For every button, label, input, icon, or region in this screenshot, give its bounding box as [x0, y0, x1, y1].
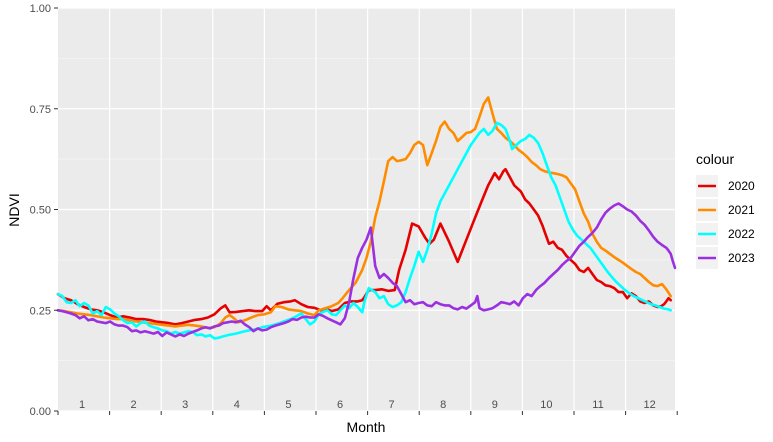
y-tick-label: 0.75: [30, 104, 51, 116]
month-label: 8: [440, 399, 446, 411]
legend-items: 2020 2021 2022 2023: [696, 175, 755, 269]
y-tick-label: 1.00: [30, 3, 51, 15]
y-axis: 0.00 0.25 0.50 0.75 1.00: [30, 3, 58, 418]
y-tick-label: 0.00: [30, 406, 51, 418]
legend-label-2022: 2022: [728, 227, 755, 241]
month-label: 11: [592, 399, 603, 411]
x-axis: [57, 411, 678, 415]
series-line-2023: [56, 202, 677, 338]
month-label: 2: [131, 399, 137, 411]
month-label: 6: [337, 399, 343, 411]
legend: colour 2020 2021 2022 2023: [696, 151, 755, 269]
month-label: 5: [285, 399, 291, 411]
month-label: 1: [79, 399, 85, 411]
month-label: 7: [389, 399, 395, 411]
series-lines: [56, 96, 677, 340]
legend-label-2023: 2023: [728, 251, 755, 265]
month-label: 3: [182, 399, 188, 411]
legend-title: colour: [696, 151, 734, 167]
major-gridlines: [58, 7, 678, 412]
legend-label-2021: 2021: [728, 203, 755, 217]
y-tick-label: 0.25: [30, 305, 51, 317]
month-label: 12: [643, 399, 655, 411]
series-line-2022: [56, 121, 672, 340]
y-axis-title: NDVI: [6, 193, 22, 226]
series-line-2021: [56, 96, 672, 330]
month-label: 10: [540, 399, 552, 411]
legend-label-2020: 2020: [728, 179, 755, 193]
x-axis-title: Month: [347, 419, 386, 435]
y-tick-label: 0.50: [30, 205, 51, 217]
month-labels: 1 2 3 4 5 6 7 8 9 10 11 12: [79, 399, 656, 411]
month-label: 9: [492, 399, 498, 411]
month-label: 4: [234, 399, 240, 411]
series-line-2020: [56, 167, 672, 326]
